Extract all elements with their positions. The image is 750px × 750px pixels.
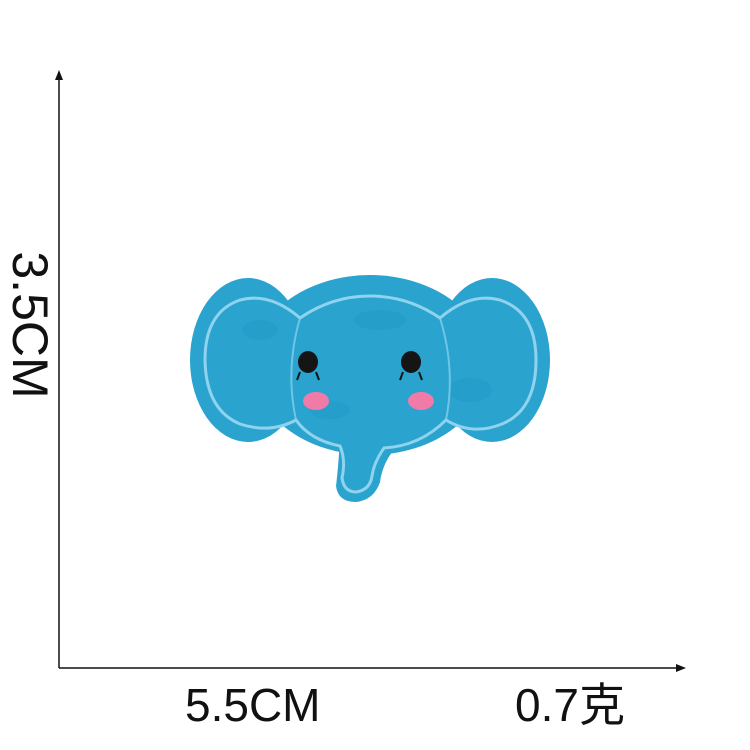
felt-base <box>190 275 550 502</box>
elephant-patch <box>190 275 550 502</box>
left-ear-seam <box>290 317 301 421</box>
right-cheek-icon <box>408 392 434 410</box>
right-ear-seam <box>439 317 451 421</box>
right-eye-icon <box>401 351 421 373</box>
cheeks <box>303 392 434 410</box>
weight-label: 0.7克 <box>515 679 625 731</box>
width-dimension-label: 5.5CM <box>185 679 321 731</box>
stitched-outline <box>203 294 538 494</box>
vertical-axis-arrow-icon <box>55 70 63 80</box>
height-dimension-label: 3.5CM <box>2 251 58 399</box>
left-eye-icon <box>298 351 318 373</box>
dimension-axes <box>55 70 686 672</box>
horizontal-axis-arrow-icon <box>676 664 686 672</box>
left-cheek-icon <box>303 392 329 410</box>
eyes <box>296 351 423 381</box>
